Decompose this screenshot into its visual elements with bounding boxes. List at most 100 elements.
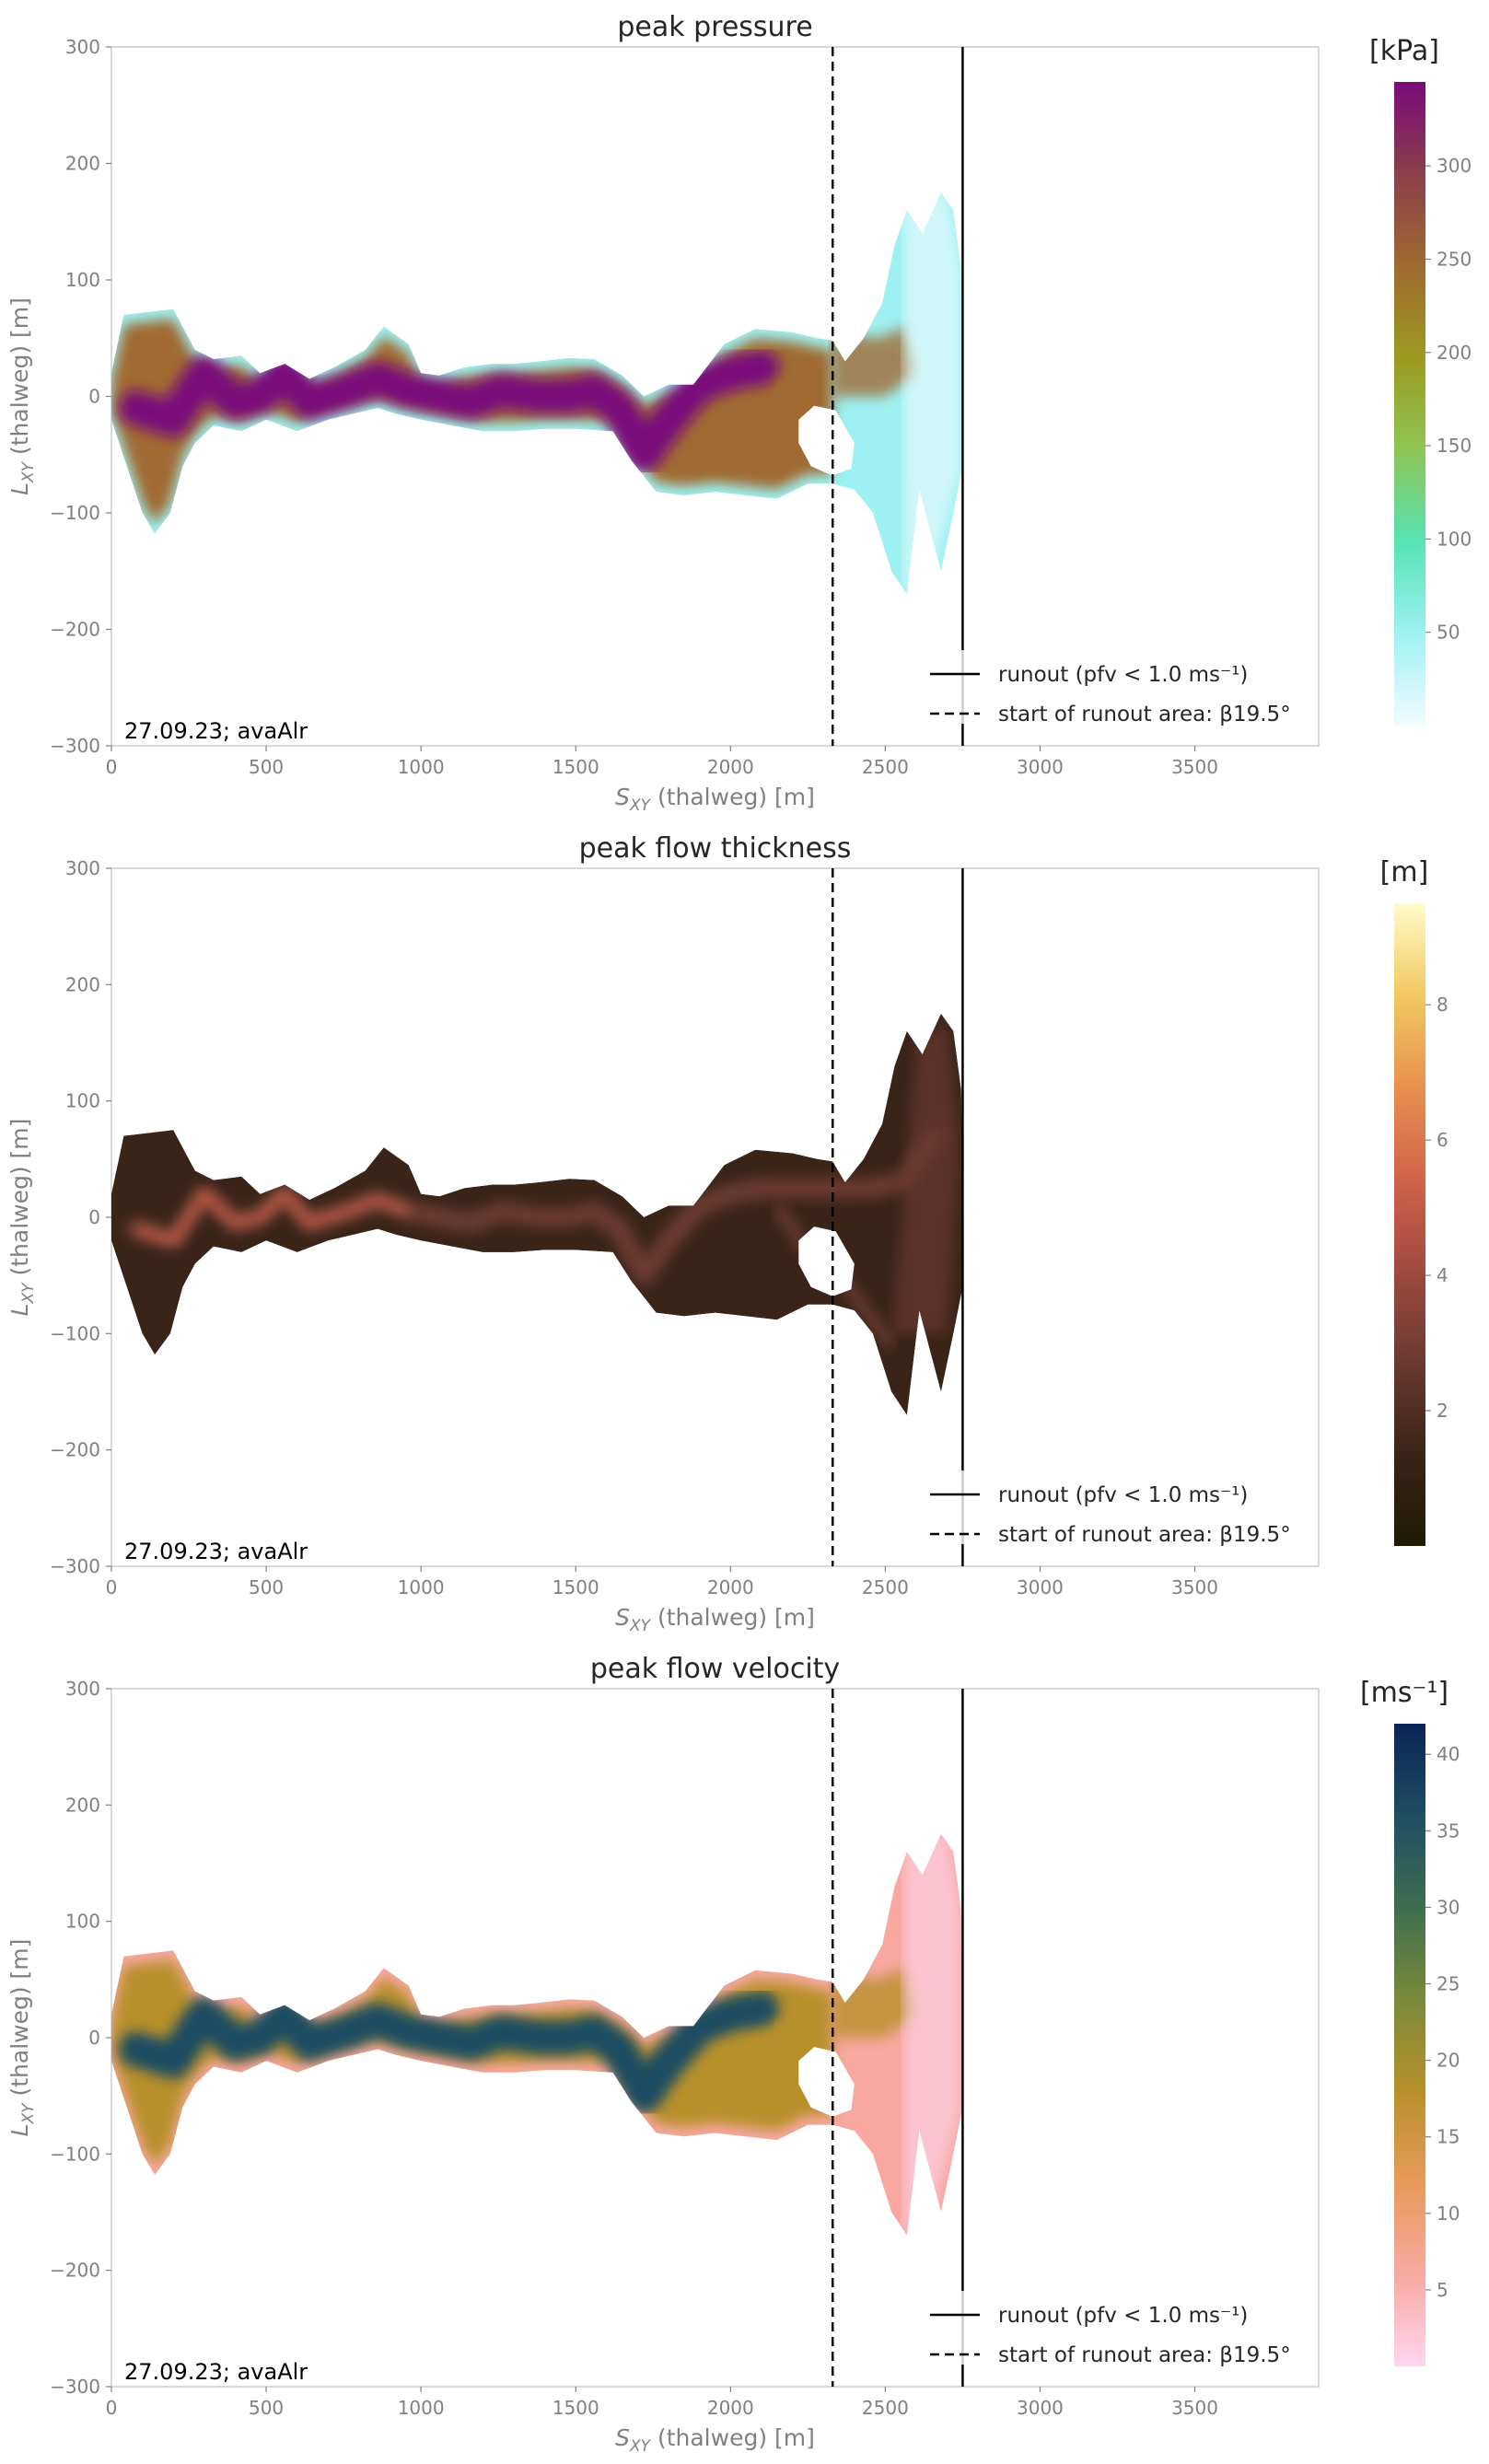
y-tick-label: −300: [50, 2376, 100, 2398]
colorbar-tick-label: 30: [1437, 1896, 1460, 1918]
colorbar-tick-label: 250: [1437, 248, 1472, 270]
legend-box: [921, 2291, 1308, 2365]
y-tick-label: −200: [50, 619, 100, 641]
y-tick-label: 200: [65, 1794, 100, 1816]
x-tick-label: 0: [106, 756, 118, 778]
field-core: [118, 1991, 779, 2114]
x-tick-label: 0: [106, 2397, 118, 2419]
y-tick-label: 0: [88, 386, 100, 408]
x-tick-label: 1500: [553, 2397, 599, 2419]
y-tick-label: 300: [65, 857, 100, 879]
field-mid: [111, 1959, 833, 2166]
legend-runout-label: runout (pfv < 1.0 ms⁻¹): [998, 2304, 1248, 2328]
y-tick-label: −100: [50, 1322, 100, 1344]
field-core: [118, 349, 779, 472]
x-tick-label: 2000: [707, 1576, 754, 1598]
x-tick-label: 1000: [398, 2397, 445, 2419]
field-peak: [134, 1190, 411, 1245]
x-tick-label: 2000: [707, 756, 754, 778]
x-tick-label: 1000: [398, 756, 445, 778]
colorbar: [1394, 1724, 1425, 2366]
colorbar-tick-label: 35: [1437, 1819, 1460, 1842]
field-gap: [798, 405, 855, 476]
legend-start-label: start of runout area: β19.5°: [998, 1523, 1291, 1547]
y-axis-label: LXY (thalweg) [m]: [6, 1939, 38, 2137]
colorbar-tick-label: 150: [1437, 435, 1472, 457]
x-tick-label: 3500: [1171, 1576, 1218, 1598]
colorbar-tick-label: 40: [1437, 1743, 1460, 1765]
colorbar-tick-label: 8: [1437, 994, 1448, 1016]
colorbar-tick-label: 4: [1437, 1264, 1448, 1286]
field-mid: [111, 318, 833, 525]
legend-box: [921, 650, 1308, 724]
legend-runout-label: runout (pfv < 1.0 ms⁻¹): [998, 1483, 1248, 1507]
colorbar-tick-label: 200: [1437, 342, 1472, 364]
x-tick-label: 3000: [1017, 1576, 1064, 1598]
colorbar-tick-label: 25: [1437, 1973, 1460, 1995]
colorbar-tick-label: 300: [1437, 155, 1472, 177]
field-gap: [798, 1226, 855, 1296]
colorbar-tick-label: 5: [1437, 2279, 1448, 2301]
y-tick-label: 100: [65, 269, 100, 291]
y-tick-label: 300: [65, 36, 100, 58]
y-tick-label: −300: [50, 735, 100, 757]
legend-start-label: start of runout area: β19.5°: [998, 2343, 1291, 2367]
y-tick-label: −300: [50, 1555, 100, 1577]
colorbar-tick-label: 10: [1437, 2202, 1460, 2225]
legend-box: [921, 1470, 1308, 1544]
y-axis-label: LXY (thalweg) [m]: [6, 297, 38, 495]
x-axis-label: SXY (thalweg) [m]: [615, 2424, 815, 2456]
chart-title: peak pressure: [617, 11, 812, 43]
colorbar-tick-label: 20: [1437, 2050, 1460, 2072]
y-tick-label: 100: [65, 1090, 100, 1112]
y-tick-label: −200: [50, 2260, 100, 2282]
chart-title: peak flow thickness: [579, 832, 852, 865]
x-tick-label: 3500: [1171, 756, 1218, 778]
x-tick-label: 1500: [553, 1576, 599, 1598]
field-fringe: [903, 192, 961, 595]
y-tick-label: −100: [50, 502, 100, 524]
x-tick-label: 3000: [1017, 2397, 1064, 2419]
x-tick-label: 0: [106, 1576, 118, 1598]
y-tick-label: −200: [50, 1439, 100, 1461]
x-tick-label: 3000: [1017, 756, 1064, 778]
annotation-box: [117, 2357, 329, 2385]
chart-title: peak flow velocity: [590, 1653, 840, 1685]
x-tick-label: 2500: [862, 756, 909, 778]
x-tick-label: 3500: [1171, 2397, 1218, 2419]
flow-field: [111, 1013, 963, 1415]
colorbar-unit: [ms⁻¹]: [1360, 1677, 1448, 1709]
x-tick-label: 1500: [553, 756, 599, 778]
field-fringe: [903, 1833, 961, 2236]
colorbar-unit: [m]: [1380, 856, 1429, 889]
colorbar-unit: [kPa]: [1369, 35, 1439, 67]
y-tick-label: 200: [65, 973, 100, 995]
y-tick-label: 0: [88, 1206, 100, 1228]
annotation-box: [117, 1537, 329, 1564]
x-tick-label: 500: [249, 1576, 284, 1598]
colorbar-tick-label: 50: [1437, 622, 1460, 644]
field-runout: [891, 1019, 961, 1334]
x-tick-label: 1000: [398, 1576, 445, 1598]
colorbar: [1394, 903, 1425, 1546]
y-tick-label: 100: [65, 1911, 100, 1933]
x-axis-label: SXY (thalweg) [m]: [615, 1604, 815, 1635]
colorbar-tick-label: 15: [1437, 2126, 1460, 2148]
x-tick-label: 500: [249, 2397, 284, 2419]
y-tick-label: −100: [50, 2143, 100, 2165]
field-gap: [798, 2047, 855, 2117]
annotation: 27.09.23; avaAlr: [124, 1539, 308, 1564]
y-tick-label: 300: [65, 1678, 100, 1700]
flow-field: [111, 192, 963, 595]
annotation-box: [117, 716, 329, 744]
flow-field: [111, 1833, 963, 2236]
x-tick-label: 2500: [862, 1576, 909, 1598]
annotation: 27.09.23; avaAlr: [124, 2359, 308, 2385]
colorbar-tick-label: 100: [1437, 528, 1472, 550]
x-tick-label: 500: [249, 756, 284, 778]
x-tick-label: 2000: [707, 2397, 754, 2419]
